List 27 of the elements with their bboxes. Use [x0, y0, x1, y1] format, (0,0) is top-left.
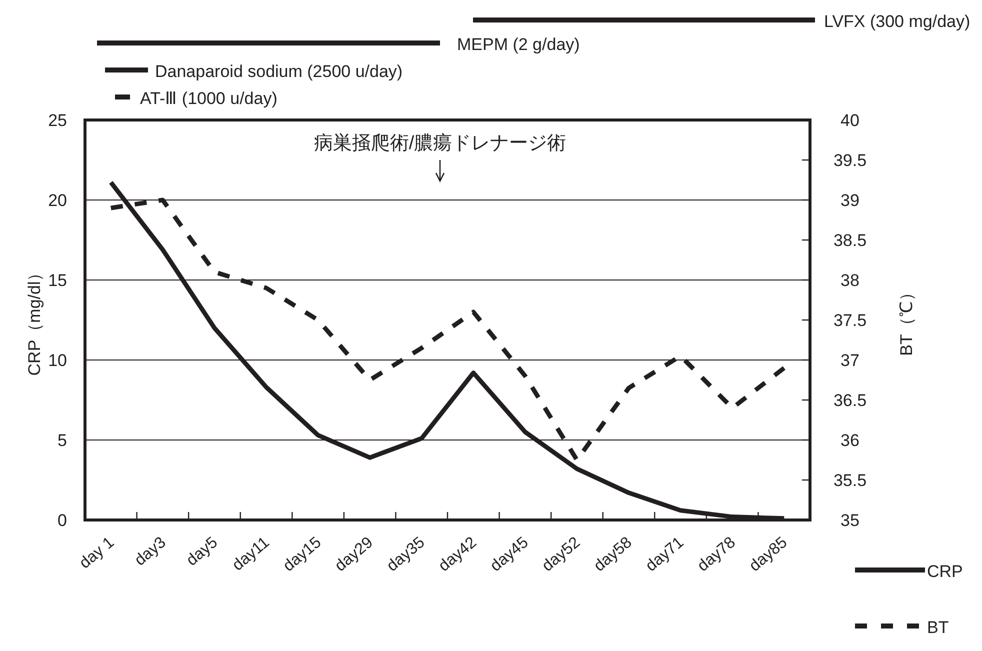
y2-tick-label: 40	[840, 111, 860, 130]
y2-tick-label: 35.5	[833, 471, 867, 490]
y-tick-label: 0	[58, 511, 67, 530]
y-tick-label: 15	[48, 271, 67, 290]
y2-tick-label: 36.5	[833, 391, 867, 410]
y2-axis-title: BT（℃）	[897, 284, 916, 356]
x-tick-label: day 1	[76, 534, 118, 572]
text: Danaparoid sodium (2500 u/day)	[155, 62, 403, 81]
y2-tick-label: 37.5	[833, 311, 867, 330]
y2-tick-label: 37	[840, 351, 860, 370]
y2-tick-label: 38.5	[833, 231, 867, 250]
y2-tick-label: 39.5	[833, 151, 867, 170]
y2-tick-label: 38	[840, 271, 860, 290]
text: LVFX (300 mg/day)	[824, 12, 970, 31]
text: MEPM (2 g/day)	[457, 35, 580, 54]
y-tick-label: 5	[58, 431, 67, 450]
y2-tick-label: 36	[840, 431, 860, 450]
y-tick-label: 10	[48, 351, 67, 370]
legend-label: CRP	[927, 562, 963, 581]
y-axis-title: CRP（mg/dl）	[25, 264, 44, 376]
legend-label: BT	[927, 618, 949, 637]
annotation: 病巣掻爬術/膿瘍ドレナージ術	[314, 132, 566, 154]
y-tick-label: 25	[48, 111, 67, 130]
text: AT-Ⅲ (1000 u/day)	[140, 89, 278, 108]
y-tick-label: 20	[48, 191, 67, 210]
y2-tick-label: 35	[840, 511, 860, 530]
y2-tick-label: 39	[840, 191, 860, 210]
